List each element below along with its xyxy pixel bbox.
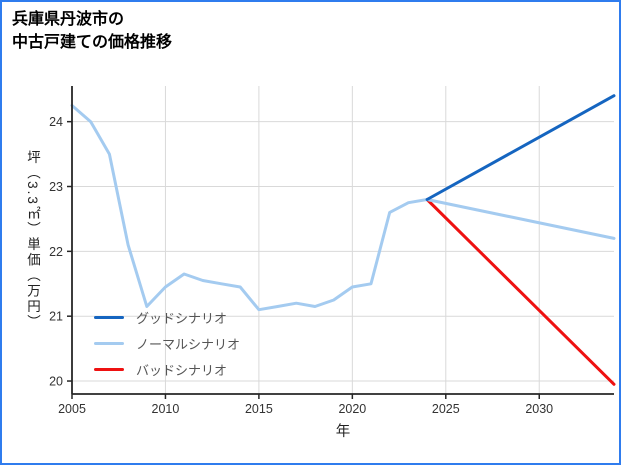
x-tick-label: 2020 xyxy=(338,402,366,416)
y-tick-label: 24 xyxy=(49,115,63,129)
chart-title-line1: 兵庫県丹波市の xyxy=(12,11,125,28)
y-tick-label: 20 xyxy=(49,375,63,389)
y-axis-label: 坪（3.3㎡）単価（万円） xyxy=(25,150,40,330)
y-tick-label: 21 xyxy=(49,310,63,324)
y-tick-label: 23 xyxy=(49,180,63,194)
x-axis-label: 年 xyxy=(335,424,351,440)
x-tick-label: 2010 xyxy=(152,402,180,416)
y-tick-label: 22 xyxy=(49,245,63,259)
legend-item-bad-scenario: バッドシナリオ xyxy=(94,362,240,378)
legend-label: バッドシナリオ xyxy=(136,363,228,378)
bad-scenario-line xyxy=(425,198,616,386)
x-tick-label: 2015 xyxy=(245,402,273,416)
x-tick-label: 2005 xyxy=(58,402,86,416)
chart-title: 兵庫県丹波市の 中古戸建ての価格推移 xyxy=(12,8,172,54)
legend-item-good-scenario: グッドシナリオ xyxy=(94,310,240,326)
legend-label: グッドシナリオ xyxy=(136,311,228,326)
bad-scenario-line-swatch xyxy=(94,368,124,371)
normal-scenario-line-swatch xyxy=(94,342,124,345)
x-tick-label: 2030 xyxy=(525,402,553,416)
good-scenario-line-swatch xyxy=(94,316,124,319)
legend-item-normal-scenario: ノーマルシナリオ xyxy=(94,336,241,352)
chart-title-line2: 中古戸建ての価格推移 xyxy=(12,34,173,52)
legend: グッドシナリオ ノーマルシナリオ バッドシナリオ xyxy=(94,310,241,378)
x-tick-label: 2025 xyxy=(432,402,460,416)
legend-label: ノーマルシナリオ xyxy=(136,337,241,352)
good-scenario-line xyxy=(425,94,616,201)
normal-scenario-line xyxy=(70,104,616,312)
